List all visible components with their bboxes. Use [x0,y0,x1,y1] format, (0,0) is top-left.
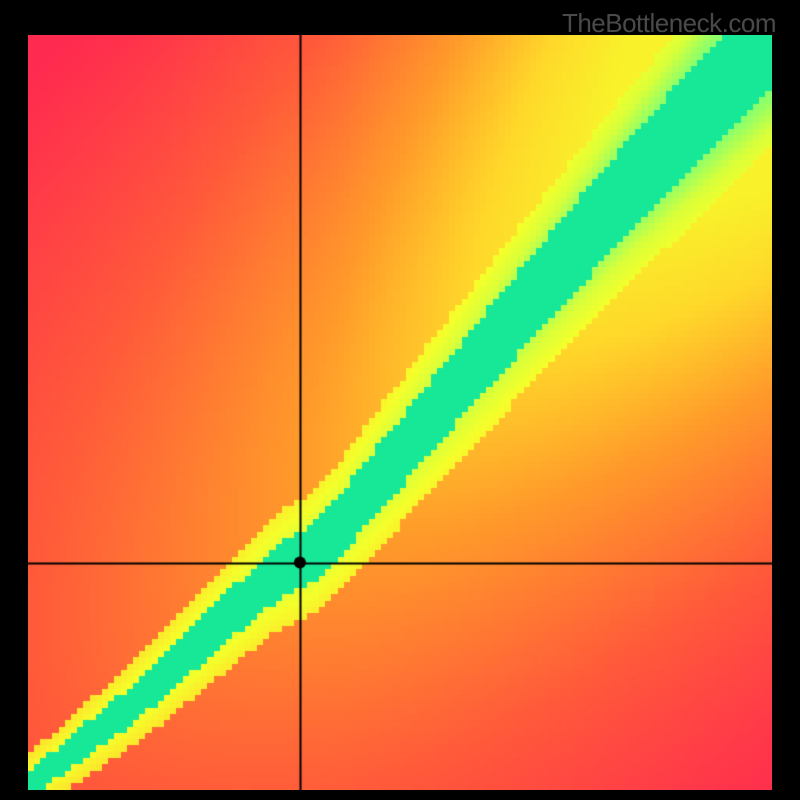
watermark-label: TheBottleneck.com [562,8,776,39]
page-root: TheBottleneck.com [0,0,800,800]
heatmap-canvas [28,35,772,790]
